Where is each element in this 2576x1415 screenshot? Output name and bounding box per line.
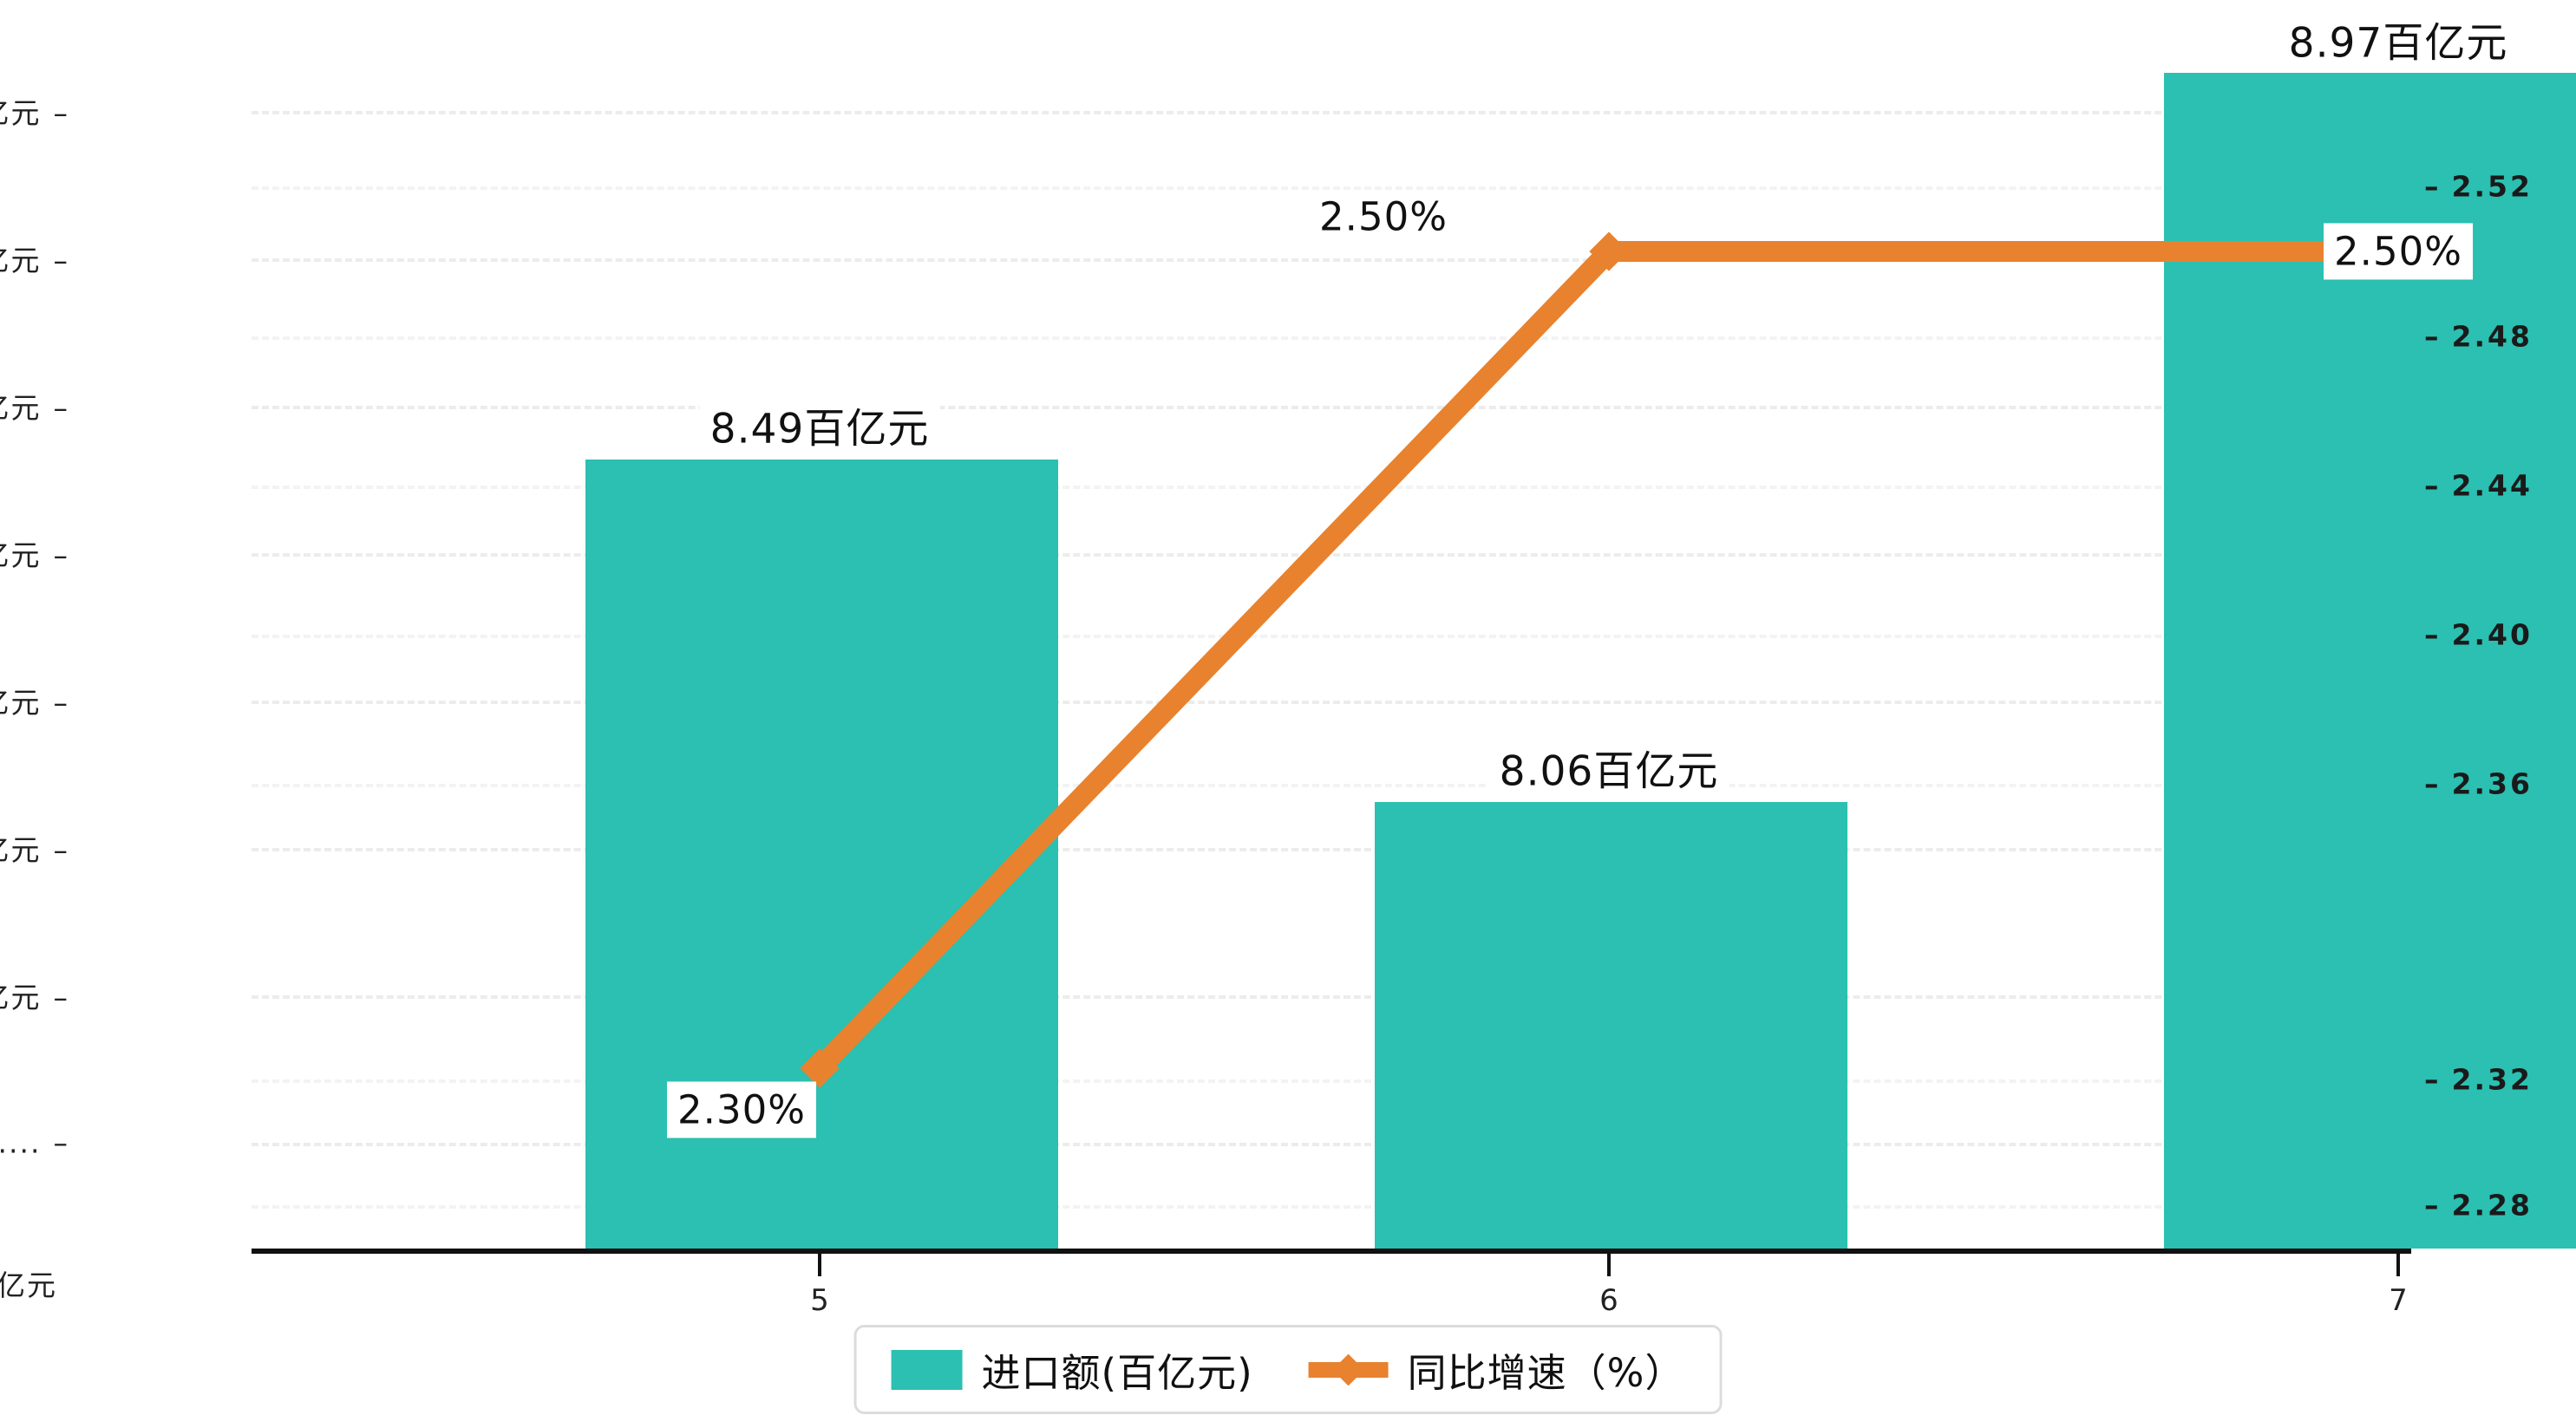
y-axis-left-tick-4: 8.24百亿元– [0,686,69,720]
legend: 进口额(百亿元) 同比增速（%） [853,1325,1723,1414]
x-axis-tick-label-5: 5 [810,1283,829,1318]
legend-label-growth-rate: 同比增速（%） [1407,1350,1685,1396]
gridline-right-2 [252,486,2411,489]
gridline-left-4 [252,701,2411,704]
y-axis-right-tick-1: –2.48 [2424,319,2533,354]
gridline-right-4 [252,784,2411,787]
gridline-right-5 [252,1079,2411,1083]
x-axis-tick-mark-1 [1607,1254,1611,1276]
gridline-left-1 [252,258,2411,262]
x-axis-tick-label-7: 7 [2389,1283,2408,1318]
legend-item-import-amount[interactable]: 进口额(百亿元) [891,1341,1253,1398]
x-axis-line [252,1249,2411,1254]
x-axis-tick-mark-2 [2396,1254,2400,1276]
y-axis-right-tick-6: –2.28 [2424,1188,2533,1223]
x-axis-tick-mark-0 [818,1254,821,1276]
y-axis-right-tick-2: –2.44 [2424,468,2533,503]
bar-value-label-7: 8.97百亿元 [2278,14,2519,73]
line-marker-0[interactable] [800,1048,840,1088]
line-value-label-7: 2.50% [2324,223,2473,280]
legend-item-growth-rate[interactable]: 同比增速（%） [1308,1341,1685,1398]
y-axis-left-tick-8: 0百亿元 [0,1268,57,1302]
gridline-left-2 [252,406,2411,409]
x-axis-tick-label-6: 6 [1599,1283,1618,1318]
gridline-left-7 [252,1143,2411,1146]
bar-6[interactable] [1375,802,1847,1249]
line-diamond-icon [1308,1350,1389,1390]
y-axis-right-tick-4: –2.36 [2424,766,2533,801]
y-axis-left-tick-5: 8.06百亿元– [0,833,69,867]
gridline-right-0 [252,186,2411,190]
y-axis-left-tick-1: 8.79百亿元– [0,244,69,277]
gridline-left-6 [252,995,2411,999]
gridline-right-1 [252,336,2411,340]
y-axis-left-tick-0: 8.97百亿元– [0,96,69,130]
y-axis-right-tick-3: –2.40 [2424,617,2533,652]
bar-5[interactable] [585,460,1058,1249]
y-axis-right-tick-5: –2.32 [2424,1062,2533,1097]
gridline-left-3 [252,553,2411,557]
line-value-label-6: 2.50% [1319,193,1448,240]
gridline-left-5 [252,848,2411,851]
y-axis-left-tick-7: .........– [0,1125,69,1160]
square-icon [891,1349,963,1390]
legend-label-import-amount: 进口额(百亿元) [981,1350,1253,1396]
y-axis-right-tick-0: –2.52 [2424,169,2533,204]
line-value-label-5: 2.30% [667,1081,816,1138]
bar-value-label-6: 8.06百亿元 [1488,742,1729,801]
gridline-right-6 [252,1205,2411,1209]
gridline-left-0 [252,111,2411,114]
bar-value-label-5: 8.49百亿元 [699,400,940,459]
gridline-right-3 [252,635,2411,638]
y-axis-left-tick-3: 8.42百亿元– [0,538,69,572]
y-axis-left-tick-6: 7.87百亿元– [0,981,69,1014]
y-axis-left-tick-2: 8.6百亿元– [0,391,69,425]
